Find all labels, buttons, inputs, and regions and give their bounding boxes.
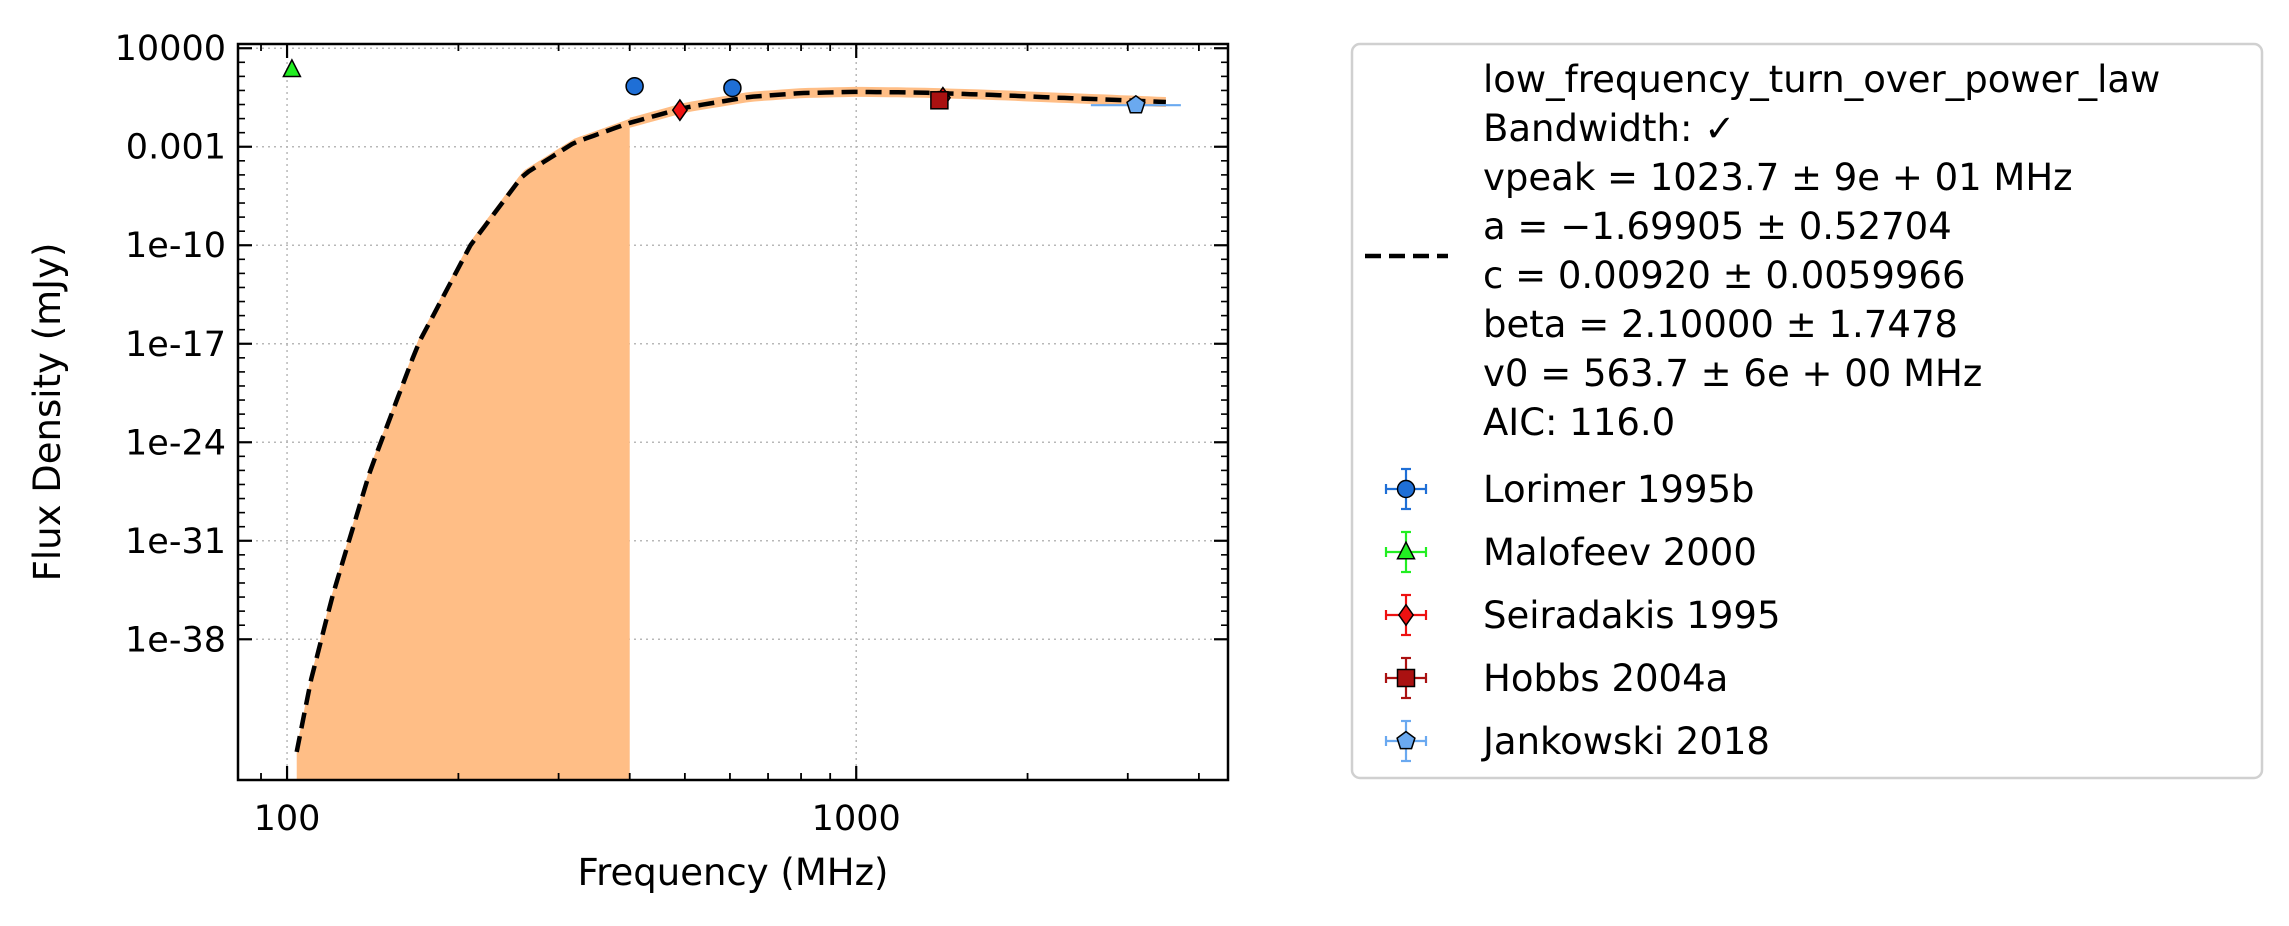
legend-box bbox=[1350, 42, 2264, 780]
legend-model-line: v0 = 563.7 ± 6e + 00 MHz bbox=[1483, 352, 1982, 395]
legend-model-line: low_frequency_turn_over_power_law bbox=[1483, 58, 2160, 101]
y-tick-label: 10000 bbox=[115, 29, 226, 69]
legend-series-label: Lorimer 1995b bbox=[1483, 468, 1755, 511]
legend-model-line: Bandwidth: ✓ bbox=[1483, 107, 1735, 150]
y-tick-label: 1e-24 bbox=[125, 423, 226, 463]
y-tick-label: 0.001 bbox=[126, 128, 226, 168]
error-bar bbox=[1384, 593, 1428, 637]
band-fill bbox=[296, 118, 630, 781]
data-point-circle bbox=[723, 78, 742, 98]
y-tick-label: 1e-31 bbox=[125, 522, 226, 562]
model-curve bbox=[294, 89, 1166, 753]
legend-model-line: vpeak = 1023.7 ± 9e + 01 MHz bbox=[1483, 156, 2073, 199]
legend-series-label: Jankowski 2018 bbox=[1481, 720, 1770, 763]
legend-model-line: AIC: 116.0 bbox=[1483, 401, 1675, 444]
legend-marker-pentagon bbox=[1396, 730, 1416, 750]
legend: low_frequency_turn_over_power_law Bandwid… bbox=[1350, 42, 2264, 780]
band-strip bbox=[629, 86, 1166, 128]
legend-series-label: Malofeev 2000 bbox=[1483, 531, 1757, 574]
model-curve-layer bbox=[294, 89, 1166, 753]
y-tick-label: 1e-10 bbox=[125, 226, 226, 266]
data-point-pentagon bbox=[1126, 94, 1146, 114]
legend-marker-triangle bbox=[1396, 540, 1416, 560]
x-tick-label: 100 bbox=[254, 799, 321, 839]
x-axis-title: Frequency (MHz) bbox=[578, 851, 889, 894]
data-point-diamond bbox=[671, 98, 689, 122]
data-point-square bbox=[930, 91, 949, 110]
y-axis-title: Flux Density (mJy) bbox=[26, 243, 69, 582]
data-points bbox=[282, 58, 1181, 122]
grid bbox=[238, 44, 1228, 780]
x-tick-label: 1000 bbox=[812, 799, 901, 839]
plot-frame bbox=[236, 42, 1230, 782]
y-tick-label: 1e-38 bbox=[125, 620, 226, 660]
legend-marker-square bbox=[1396, 668, 1416, 688]
legend-marker-diamond bbox=[1397, 603, 1415, 627]
legend-model-line: a = −1.69905 ± 0.52704 bbox=[1483, 205, 1952, 248]
legend-model-line: c = 0.00920 ± 0.0059966 bbox=[1483, 254, 1965, 297]
legend-series-label: Seiradakis 1995 bbox=[1483, 594, 1780, 637]
y-tick-label: 1e-17 bbox=[125, 325, 226, 365]
data-point-circle bbox=[625, 76, 644, 96]
data-point-triangle bbox=[282, 58, 302, 78]
legend-marker-circle bbox=[1396, 479, 1416, 499]
legend-model-line: beta = 2.10000 ± 1.7478 bbox=[1483, 303, 1958, 346]
model-uncertainty-band bbox=[296, 86, 1166, 781]
legend-series-label: Hobbs 2004a bbox=[1483, 657, 1728, 700]
axes: 100 1000 10000 0.001 1e-10 1e-17 1e-24 1e-31 1e-… bbox=[26, 29, 1230, 894]
